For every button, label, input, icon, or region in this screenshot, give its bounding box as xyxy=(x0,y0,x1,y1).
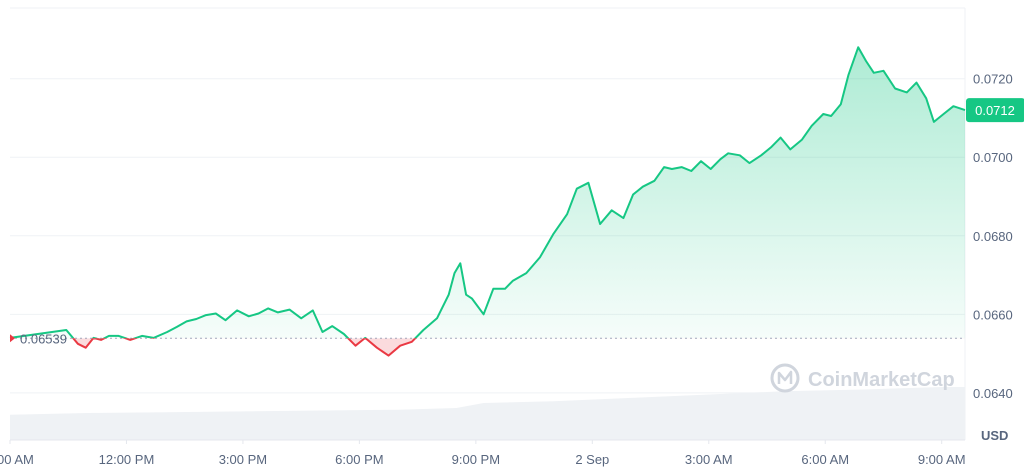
coinmarketcap-logo-icon-wave xyxy=(777,370,793,384)
x-tick-label: 6:00 AM xyxy=(801,452,849,467)
y-tick-label: 0.0660 xyxy=(973,307,1013,322)
y-axis: 0.0640 0.0660 0.0680 0.0700 0.0720 xyxy=(973,72,1013,401)
y-tick-label: 0.0640 xyxy=(973,386,1013,401)
watermark-text: CoinMarketCap xyxy=(808,369,955,391)
current-price-value: 0.0712 xyxy=(975,103,1015,118)
x-tick-label: 6:00 PM xyxy=(335,452,383,467)
reference-dot xyxy=(10,334,15,343)
y-tick-label: 0.0680 xyxy=(973,229,1013,244)
x-tick-label: 9:00 AM xyxy=(918,452,966,467)
price-area-above-reference xyxy=(10,47,965,339)
reference-marker: 0.06539 xyxy=(10,331,67,346)
currency-unit: USD xyxy=(981,428,1008,443)
x-tick-label: 3:00 AM xyxy=(685,452,733,467)
x-tick-label: 2 Sep xyxy=(575,452,609,467)
volume-area xyxy=(10,386,965,440)
x-tick-label: 9:00 PM xyxy=(452,452,500,467)
watermark: CoinMarketCap xyxy=(770,363,955,393)
x-tick-label: 12:00 PM xyxy=(99,452,155,467)
x-tick-label: 9:00 AM xyxy=(0,452,34,467)
x-axis: 9:00 AM 12:00 PM 3:00 PM 6:00 PM 9:00 PM 2 Se… xyxy=(0,440,966,467)
y-tick-label: 0.0720 xyxy=(973,72,1013,87)
current-price-badge: 0.0712 xyxy=(966,98,1024,123)
reference-price-label: 0.06539 xyxy=(20,331,67,346)
x-tick-label: 3:00 PM xyxy=(219,452,267,467)
price-line-up xyxy=(9,46,966,339)
current-price-badge-bg xyxy=(966,98,1024,123)
coinmarketcap-logo-icon xyxy=(770,363,800,393)
y-tick-label: 0.0700 xyxy=(973,150,1013,165)
